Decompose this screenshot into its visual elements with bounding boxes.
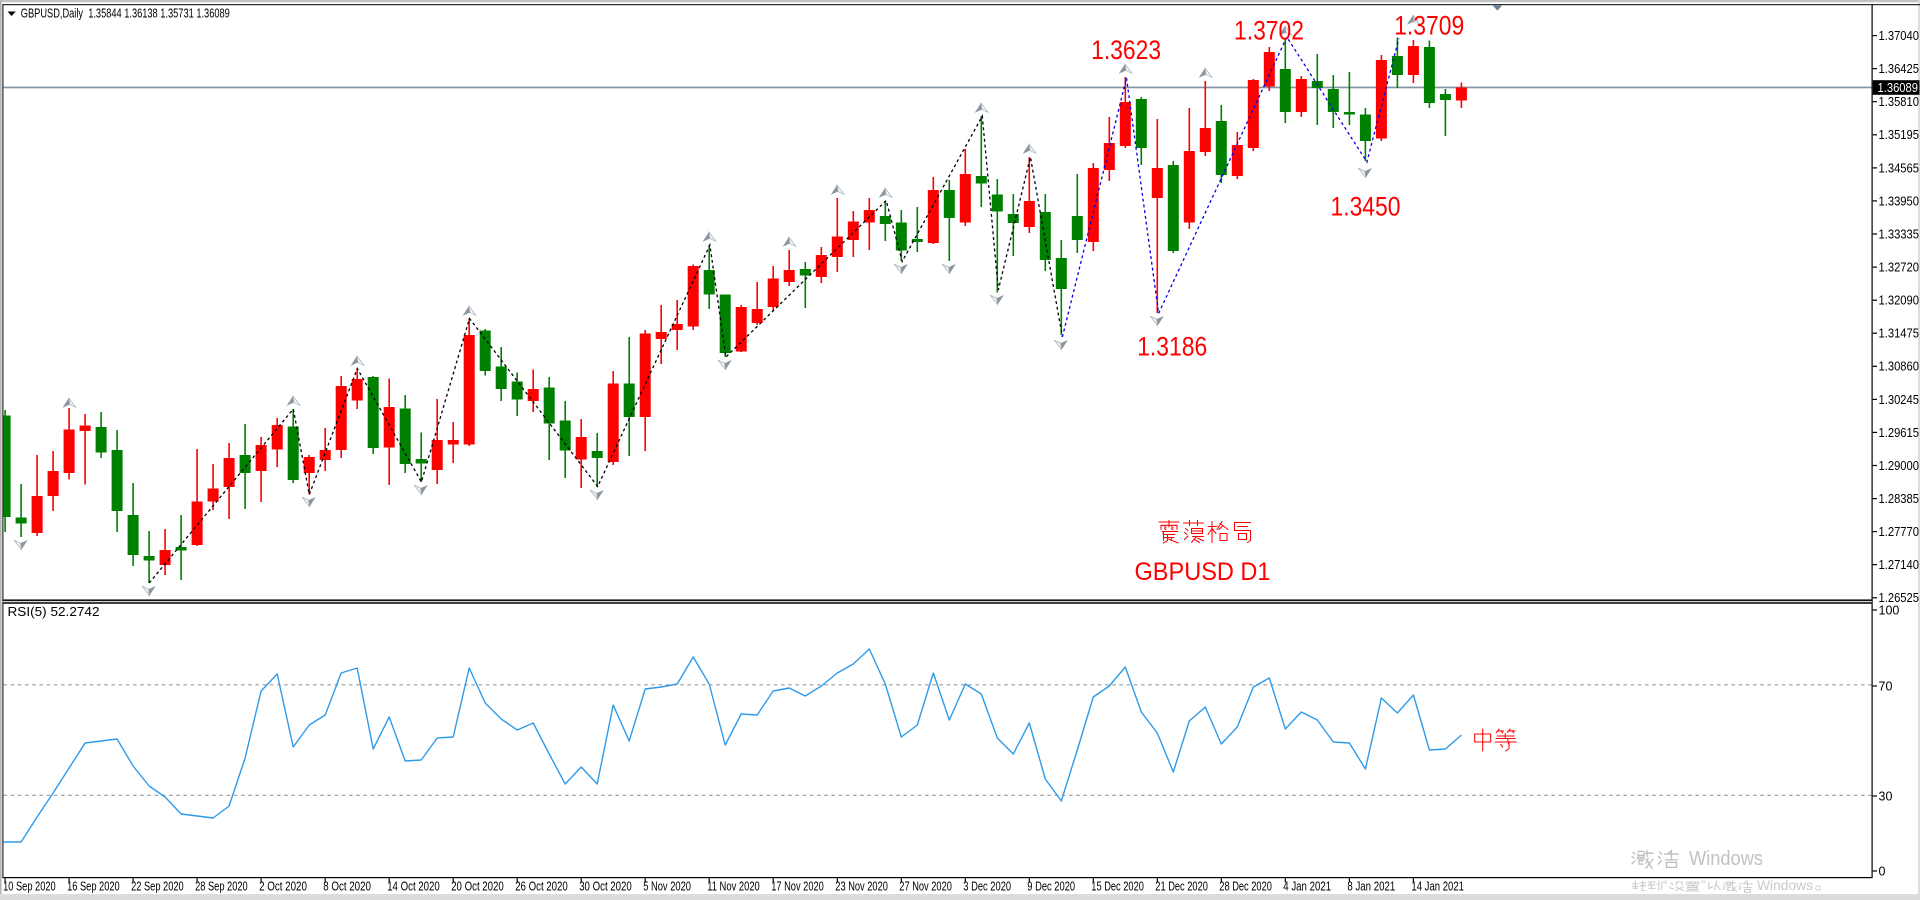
- svg-text:17 Nov 2020: 17 Nov 2020: [771, 880, 824, 894]
- svg-text:0: 0: [1879, 864, 1886, 878]
- svg-text:14 Oct 2020: 14 Oct 2020: [387, 880, 440, 894]
- svg-text:1.35195: 1.35195: [1879, 128, 1920, 142]
- svg-text:1.34565: 1.34565: [1879, 161, 1920, 175]
- svg-text:8 Jan 2021: 8 Jan 2021: [1347, 880, 1395, 894]
- svg-text:23 Nov 2020: 23 Nov 2020: [835, 880, 888, 894]
- svg-text:28 Sep 2020: 28 Sep 2020: [195, 880, 248, 894]
- svg-text:16 Sep 2020: 16 Sep 2020: [67, 880, 120, 894]
- svg-text:1.36425: 1.36425: [1879, 62, 1920, 76]
- svg-text:1.35810: 1.35810: [1879, 95, 1920, 109]
- svg-text:20 Oct 2020: 20 Oct 2020: [451, 880, 504, 894]
- svg-text:11 Nov 2020: 11 Nov 2020: [707, 880, 760, 894]
- svg-text:1.27770: 1.27770: [1879, 525, 1920, 539]
- svg-text:Windows: Windows: [1757, 878, 1813, 893]
- svg-text:RSI(5) 52.2742: RSI(5) 52.2742: [8, 605, 100, 619]
- svg-text:1.32720: 1.32720: [1879, 261, 1920, 275]
- svg-text:27 Nov 2020: 27 Nov 2020: [899, 880, 952, 894]
- svg-text:30: 30: [1879, 789, 1893, 803]
- svg-text:1.3450: 1.3450: [1331, 192, 1401, 222]
- svg-text:1.32090: 1.32090: [1879, 294, 1920, 308]
- svg-text:1.30245: 1.30245: [1879, 393, 1920, 407]
- svg-text:“: “: [1663, 878, 1667, 893]
- svg-text:1.31475: 1.31475: [1879, 327, 1920, 341]
- svg-text:1.29615: 1.29615: [1879, 426, 1920, 440]
- svg-text:1.26525: 1.26525: [1879, 591, 1920, 605]
- svg-text:1.3623: 1.3623: [1091, 35, 1161, 65]
- svg-text:26 Oct 2020: 26 Oct 2020: [515, 880, 568, 894]
- svg-text:1.33335: 1.33335: [1879, 227, 1920, 241]
- svg-text:5 Nov 2020: 5 Nov 2020: [643, 880, 691, 894]
- svg-text:1.33950: 1.33950: [1879, 194, 1920, 208]
- svg-text:21 Dec 2020: 21 Dec 2020: [1155, 880, 1208, 894]
- svg-text:1.28385: 1.28385: [1879, 492, 1920, 506]
- svg-text:GBPUSD D1: GBPUSD D1: [1135, 558, 1271, 586]
- svg-text:70: 70: [1879, 679, 1893, 693]
- svg-text:GBPUSD,Daily 1.35844 1.36138: GBPUSD,Daily 1.35844 1.36138 1.35731 1.3…: [21, 7, 230, 21]
- svg-text:8 Oct 2020: 8 Oct 2020: [323, 880, 371, 894]
- svg-text:1.30860: 1.30860: [1879, 360, 1920, 374]
- svg-text:30 Oct 2020: 30 Oct 2020: [579, 880, 632, 894]
- svg-text:3 Dec 2020: 3 Dec 2020: [963, 880, 1011, 894]
- svg-text:22 Sep 2020: 22 Sep 2020: [131, 880, 184, 894]
- svg-text:15 Dec 2020: 15 Dec 2020: [1091, 880, 1144, 894]
- svg-text:1.3702: 1.3702: [1234, 16, 1304, 46]
- svg-text:1.3186: 1.3186: [1137, 332, 1207, 362]
- svg-text:1.27140: 1.27140: [1879, 558, 1920, 572]
- svg-text:1.36089: 1.36089: [1878, 81, 1919, 95]
- svg-text:Windows: Windows: [1689, 847, 1763, 870]
- svg-text:9 Dec 2020: 9 Dec 2020: [1027, 880, 1075, 894]
- svg-text:2 Oct 2020: 2 Oct 2020: [259, 880, 307, 894]
- svg-text:14 Jan 2021: 14 Jan 2021: [1411, 880, 1464, 894]
- svg-text:28 Dec 2020: 28 Dec 2020: [1219, 880, 1272, 894]
- svg-text:1.37040: 1.37040: [1879, 29, 1920, 43]
- svg-text:100: 100: [1879, 603, 1900, 617]
- svg-text:”: ”: [1701, 878, 1705, 893]
- svg-text:4 Jan 2021: 4 Jan 2021: [1283, 880, 1331, 894]
- svg-text:1.29000: 1.29000: [1879, 459, 1920, 473]
- svg-text:10 Sep 2020: 10 Sep 2020: [3, 880, 56, 894]
- svg-text:1.3709: 1.3709: [1394, 11, 1464, 41]
